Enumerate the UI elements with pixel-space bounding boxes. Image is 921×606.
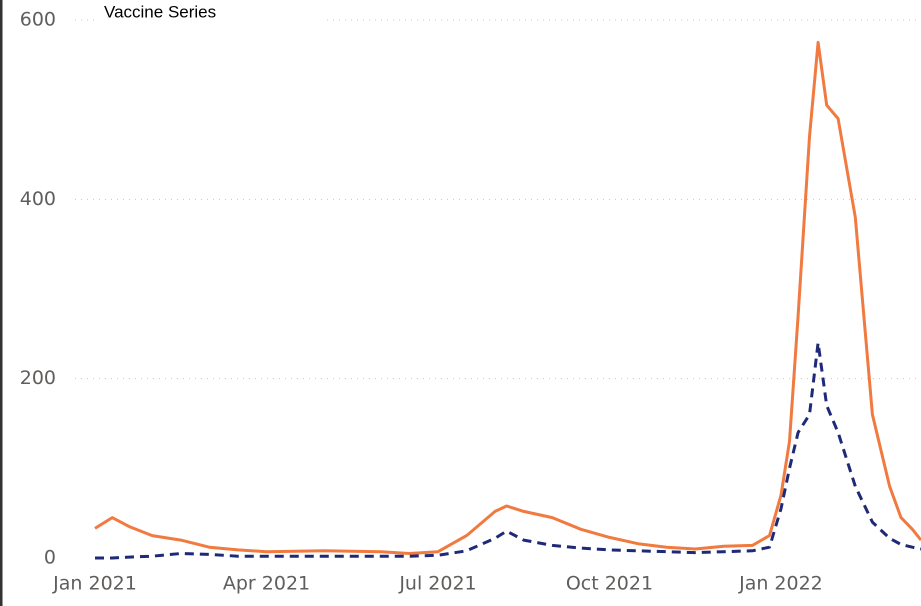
y-tick-label: 200 bbox=[20, 367, 56, 389]
x-tick-label: Jul 2021 bbox=[398, 573, 476, 595]
title-backdrop bbox=[95, 0, 325, 34]
grid bbox=[75, 19, 921, 380]
chart-title: Vaccine Series bbox=[104, 2, 216, 21]
x-tick-label: Oct 2021 bbox=[566, 573, 653, 595]
series-line bbox=[94, 40, 921, 555]
y-tick-label: 600 bbox=[20, 9, 56, 31]
series-line bbox=[95, 341, 921, 560]
y-tick-label: 400 bbox=[20, 188, 56, 210]
y-tick-label: 0 bbox=[44, 547, 56, 569]
x-tick-label: Jan 2021 bbox=[52, 573, 137, 595]
x-tick-label: Apr 2021 bbox=[223, 573, 310, 595]
x-tick-label: Jan 2022 bbox=[738, 573, 823, 595]
